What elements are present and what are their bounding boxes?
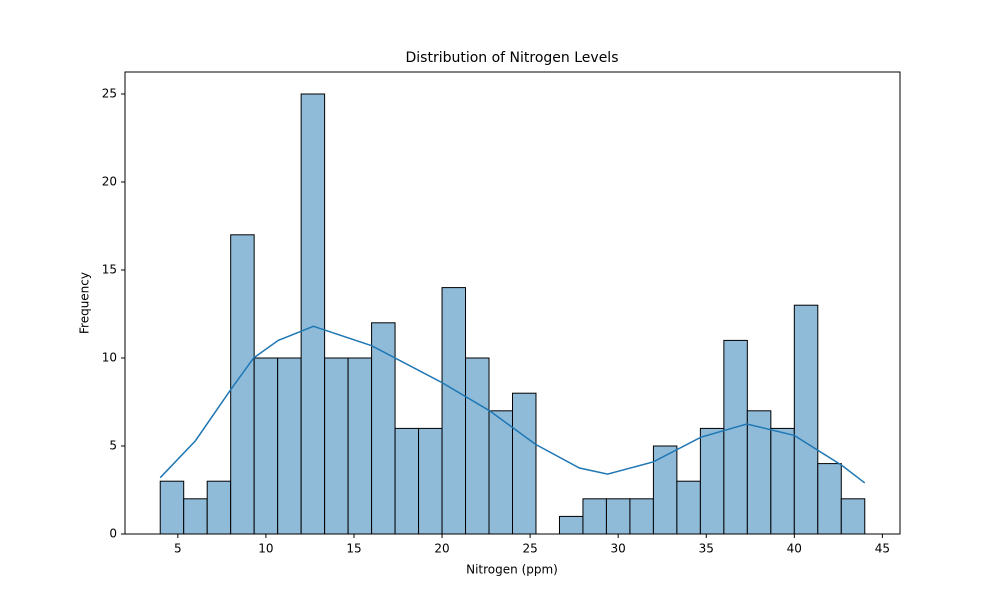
bar xyxy=(371,322,396,535)
x-tick-label: 30 xyxy=(611,542,626,556)
x-tick-label: 35 xyxy=(699,542,714,556)
bar xyxy=(558,515,584,535)
y-tick-label: 0 xyxy=(109,527,117,541)
bar xyxy=(582,498,607,535)
y-tick-label: 10 xyxy=(102,351,117,365)
bar xyxy=(441,287,467,535)
bar xyxy=(840,498,866,535)
bar xyxy=(793,304,819,535)
bar xyxy=(512,392,537,535)
x-tick-label: 25 xyxy=(522,542,537,556)
x-axis-label: Nitrogen (ppm) xyxy=(466,563,558,577)
bar xyxy=(676,480,701,535)
y-axis-label: Frequency xyxy=(78,272,92,334)
bar xyxy=(488,410,514,535)
bar xyxy=(183,498,208,535)
y-tick-label: 25 xyxy=(102,87,117,101)
bar xyxy=(418,427,443,535)
bar xyxy=(277,357,302,535)
bar xyxy=(770,427,795,535)
bar xyxy=(699,427,725,535)
bar xyxy=(817,463,842,535)
bar xyxy=(629,498,654,535)
plot-frame xyxy=(124,71,901,535)
x-tick-label: 20 xyxy=(434,542,449,556)
y-tick-label: 20 xyxy=(102,175,117,189)
bar xyxy=(465,357,490,535)
chart-title: Distribution of Nitrogen Levels xyxy=(405,50,618,66)
bar xyxy=(206,480,232,535)
bar xyxy=(159,480,185,535)
x-tick-label: 5 xyxy=(174,542,182,556)
kde-line xyxy=(159,325,866,484)
bar xyxy=(253,357,279,535)
y-tick-label: 5 xyxy=(109,439,117,453)
y-tick-label: 15 xyxy=(102,263,117,277)
x-tick-label: 40 xyxy=(787,542,802,556)
bar xyxy=(723,339,748,535)
bar xyxy=(394,427,420,535)
bar xyxy=(324,357,349,535)
bar xyxy=(300,93,326,535)
x-tick-label: 15 xyxy=(346,542,361,556)
bar xyxy=(605,498,631,535)
bar xyxy=(347,357,373,535)
x-tick-label: 45 xyxy=(875,542,890,556)
x-tick-label: 10 xyxy=(258,542,273,556)
